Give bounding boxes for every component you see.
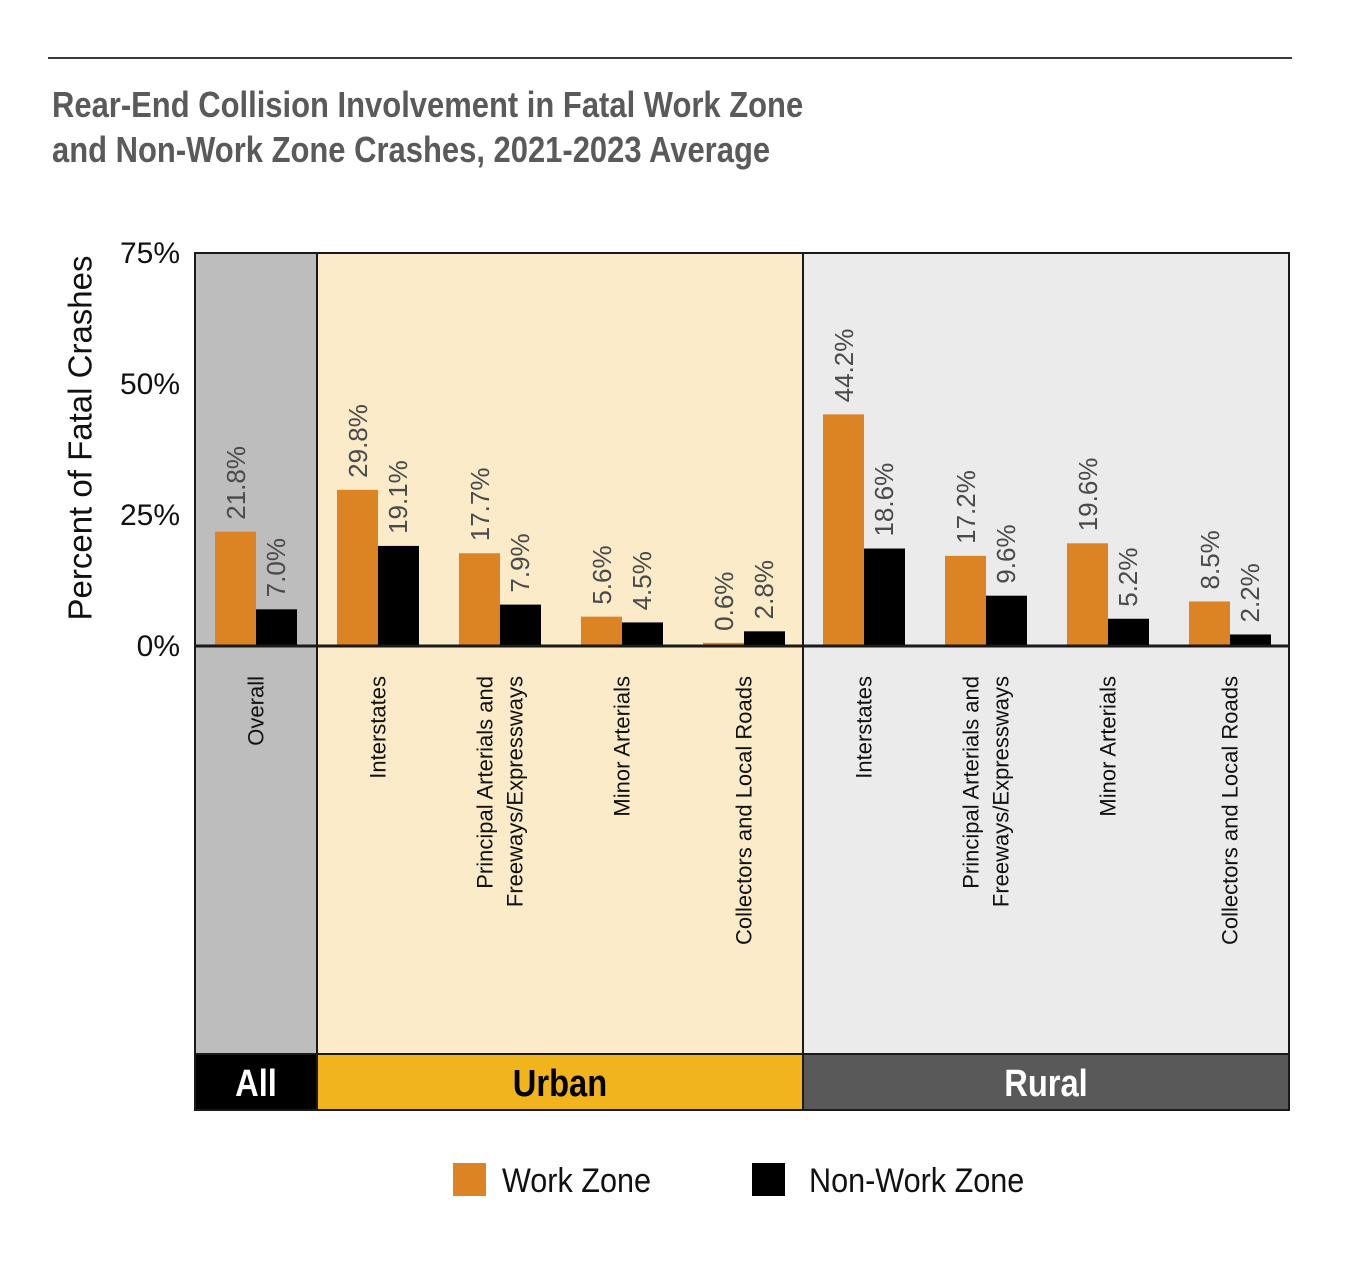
y-tick-label-3: 75%: [120, 237, 180, 270]
category-label-urban-1-line-0: Principal Arterials and: [473, 676, 498, 889]
data-label-work-zone-rural-1: 17.2%: [951, 470, 981, 544]
band-rural: [803, 1054, 1289, 1110]
group-panels: [195, 253, 1289, 1054]
data-label-work-zone-urban-2: 5.6%: [587, 545, 617, 604]
bar-work-zone-urban-1: [459, 553, 500, 646]
legend-label-non-work-zone: Non-Work Zone: [809, 1162, 1024, 1200]
data-label-work-zone-urban-3: 0.6%: [709, 572, 739, 631]
chart-title-line-2: and Non-Work Zone Crashes, 2021-2023 Ave…: [52, 129, 771, 170]
bar-non-work-zone-all-0: [256, 609, 297, 646]
category-labels: Overall Interstates Principal Arterials an…: [244, 676, 1243, 945]
category-label-urban-3-line-0: Collectors and Local Roads: [732, 676, 757, 945]
data-label-work-zone-rural-0: 44.2%: [829, 329, 859, 403]
legend-swatch-non-work-zone: [752, 1163, 785, 1196]
category-label-rural-2-line-0: Minor Arterials: [1096, 676, 1121, 817]
bar-non-work-zone-rural-1: [986, 595, 1027, 646]
y-axis-label: Percent of Fatal Crashes: [62, 256, 99, 621]
data-label-non-work-zone-rural-2: 5.2%: [1113, 547, 1143, 606]
group-bands: All Urban Rural: [195, 1054, 1289, 1110]
bar-non-work-zone-rural-2: [1108, 618, 1149, 646]
bar-series: [215, 414, 1271, 646]
band-urban: [317, 1054, 803, 1110]
panel-urban: [317, 253, 803, 1054]
category-label-rural-3-line-0: Collectors and Local Roads: [1218, 676, 1243, 945]
panel-all: [195, 253, 317, 1054]
data-label-work-zone-urban-0: 29.8%: [343, 404, 373, 478]
category-label-urban-0-line-0: Interstates: [366, 676, 391, 779]
category-label-urban-1-line-1: Freeways/Expressways: [503, 676, 528, 907]
y-tick-label-2: 50%: [120, 368, 180, 401]
bar-work-zone-rural-3: [1189, 601, 1230, 646]
data-labels: 21.8% 7.0% 29.8% 19.1% 17.7% 7.9% 5.6% 4.5% 0.6%…: [221, 329, 1265, 631]
bar-non-work-zone-urban-0: [378, 545, 419, 646]
legend-swatch-work-zone: [453, 1163, 486, 1196]
data-label-non-work-zone-rural-0: 18.6%: [869, 463, 899, 537]
band-label-urban: Urban: [513, 1062, 607, 1105]
bar-work-zone-rural-1: [945, 555, 986, 646]
bar-non-work-zone-rural-3: [1230, 634, 1271, 646]
bar-non-work-zone-urban-3: [744, 631, 785, 646]
data-label-non-work-zone-urban-1: 7.9%: [505, 533, 535, 592]
bar-non-work-zone-urban-1: [500, 604, 541, 646]
data-label-work-zone-rural-3: 8.5%: [1195, 530, 1225, 589]
data-label-work-zone-all-0: 21.8%: [221, 446, 251, 520]
legend: Work Zone Non-Work Zone: [453, 1162, 1024, 1200]
category-label-rural-1-line-1: Freeways/Expressways: [989, 676, 1014, 907]
data-label-work-zone-urban-1: 17.7%: [465, 468, 495, 542]
category-label-urban-2-line-0: Minor Arterials: [610, 676, 635, 817]
top-rule: [48, 57, 1292, 59]
data-label-non-work-zone-urban-0: 19.1%: [383, 460, 413, 534]
data-label-non-work-zone-rural-3: 2.2%: [1235, 563, 1265, 622]
data-label-work-zone-rural-2: 19.6%: [1073, 458, 1103, 532]
category-label-all-0-line-0: Overall: [244, 676, 269, 746]
plot-frame: [194, 252, 1290, 1111]
chart-title: Rear-End Collision Involvement in Fatal …: [52, 82, 998, 172]
band-label-all: All: [235, 1062, 277, 1105]
chart-title-line-1: Rear-End Collision Involvement in Fatal …: [52, 84, 804, 125]
y-tick-label-1: 25%: [120, 499, 180, 532]
bar-non-work-zone-rural-0: [864, 548, 905, 646]
category-label-rural-1-line-0: Principal Arterials and: [959, 676, 984, 889]
data-label-non-work-zone-urban-2: 4.5%: [627, 551, 657, 610]
bar-work-zone-urban-3: [703, 642, 744, 646]
bar-work-zone-all-0: [215, 531, 256, 646]
band-label-rural: Rural: [1004, 1062, 1087, 1105]
bar-work-zone-urban-0: [337, 489, 378, 646]
data-label-non-work-zone-rural-1: 9.6%: [991, 524, 1021, 583]
category-label-rural-0-line-0: Interstates: [852, 676, 877, 779]
bar-work-zone-urban-2: [581, 616, 622, 646]
band-all: [195, 1054, 317, 1110]
data-label-non-work-zone-urban-3: 2.8%: [749, 560, 779, 619]
bar-work-zone-rural-0: [823, 414, 864, 646]
y-tick-label-0: 0%: [137, 630, 180, 663]
bar-work-zone-rural-2: [1067, 543, 1108, 646]
data-label-non-work-zone-all-0: 7.0%: [261, 538, 291, 597]
legend-label-work-zone: Work Zone: [502, 1162, 651, 1200]
panel-rural: [803, 253, 1289, 1054]
bar-non-work-zone-urban-2: [622, 622, 663, 646]
axes: 0% 25% 50% 75% Percent of Fatal Crashes: [62, 237, 1290, 1111]
